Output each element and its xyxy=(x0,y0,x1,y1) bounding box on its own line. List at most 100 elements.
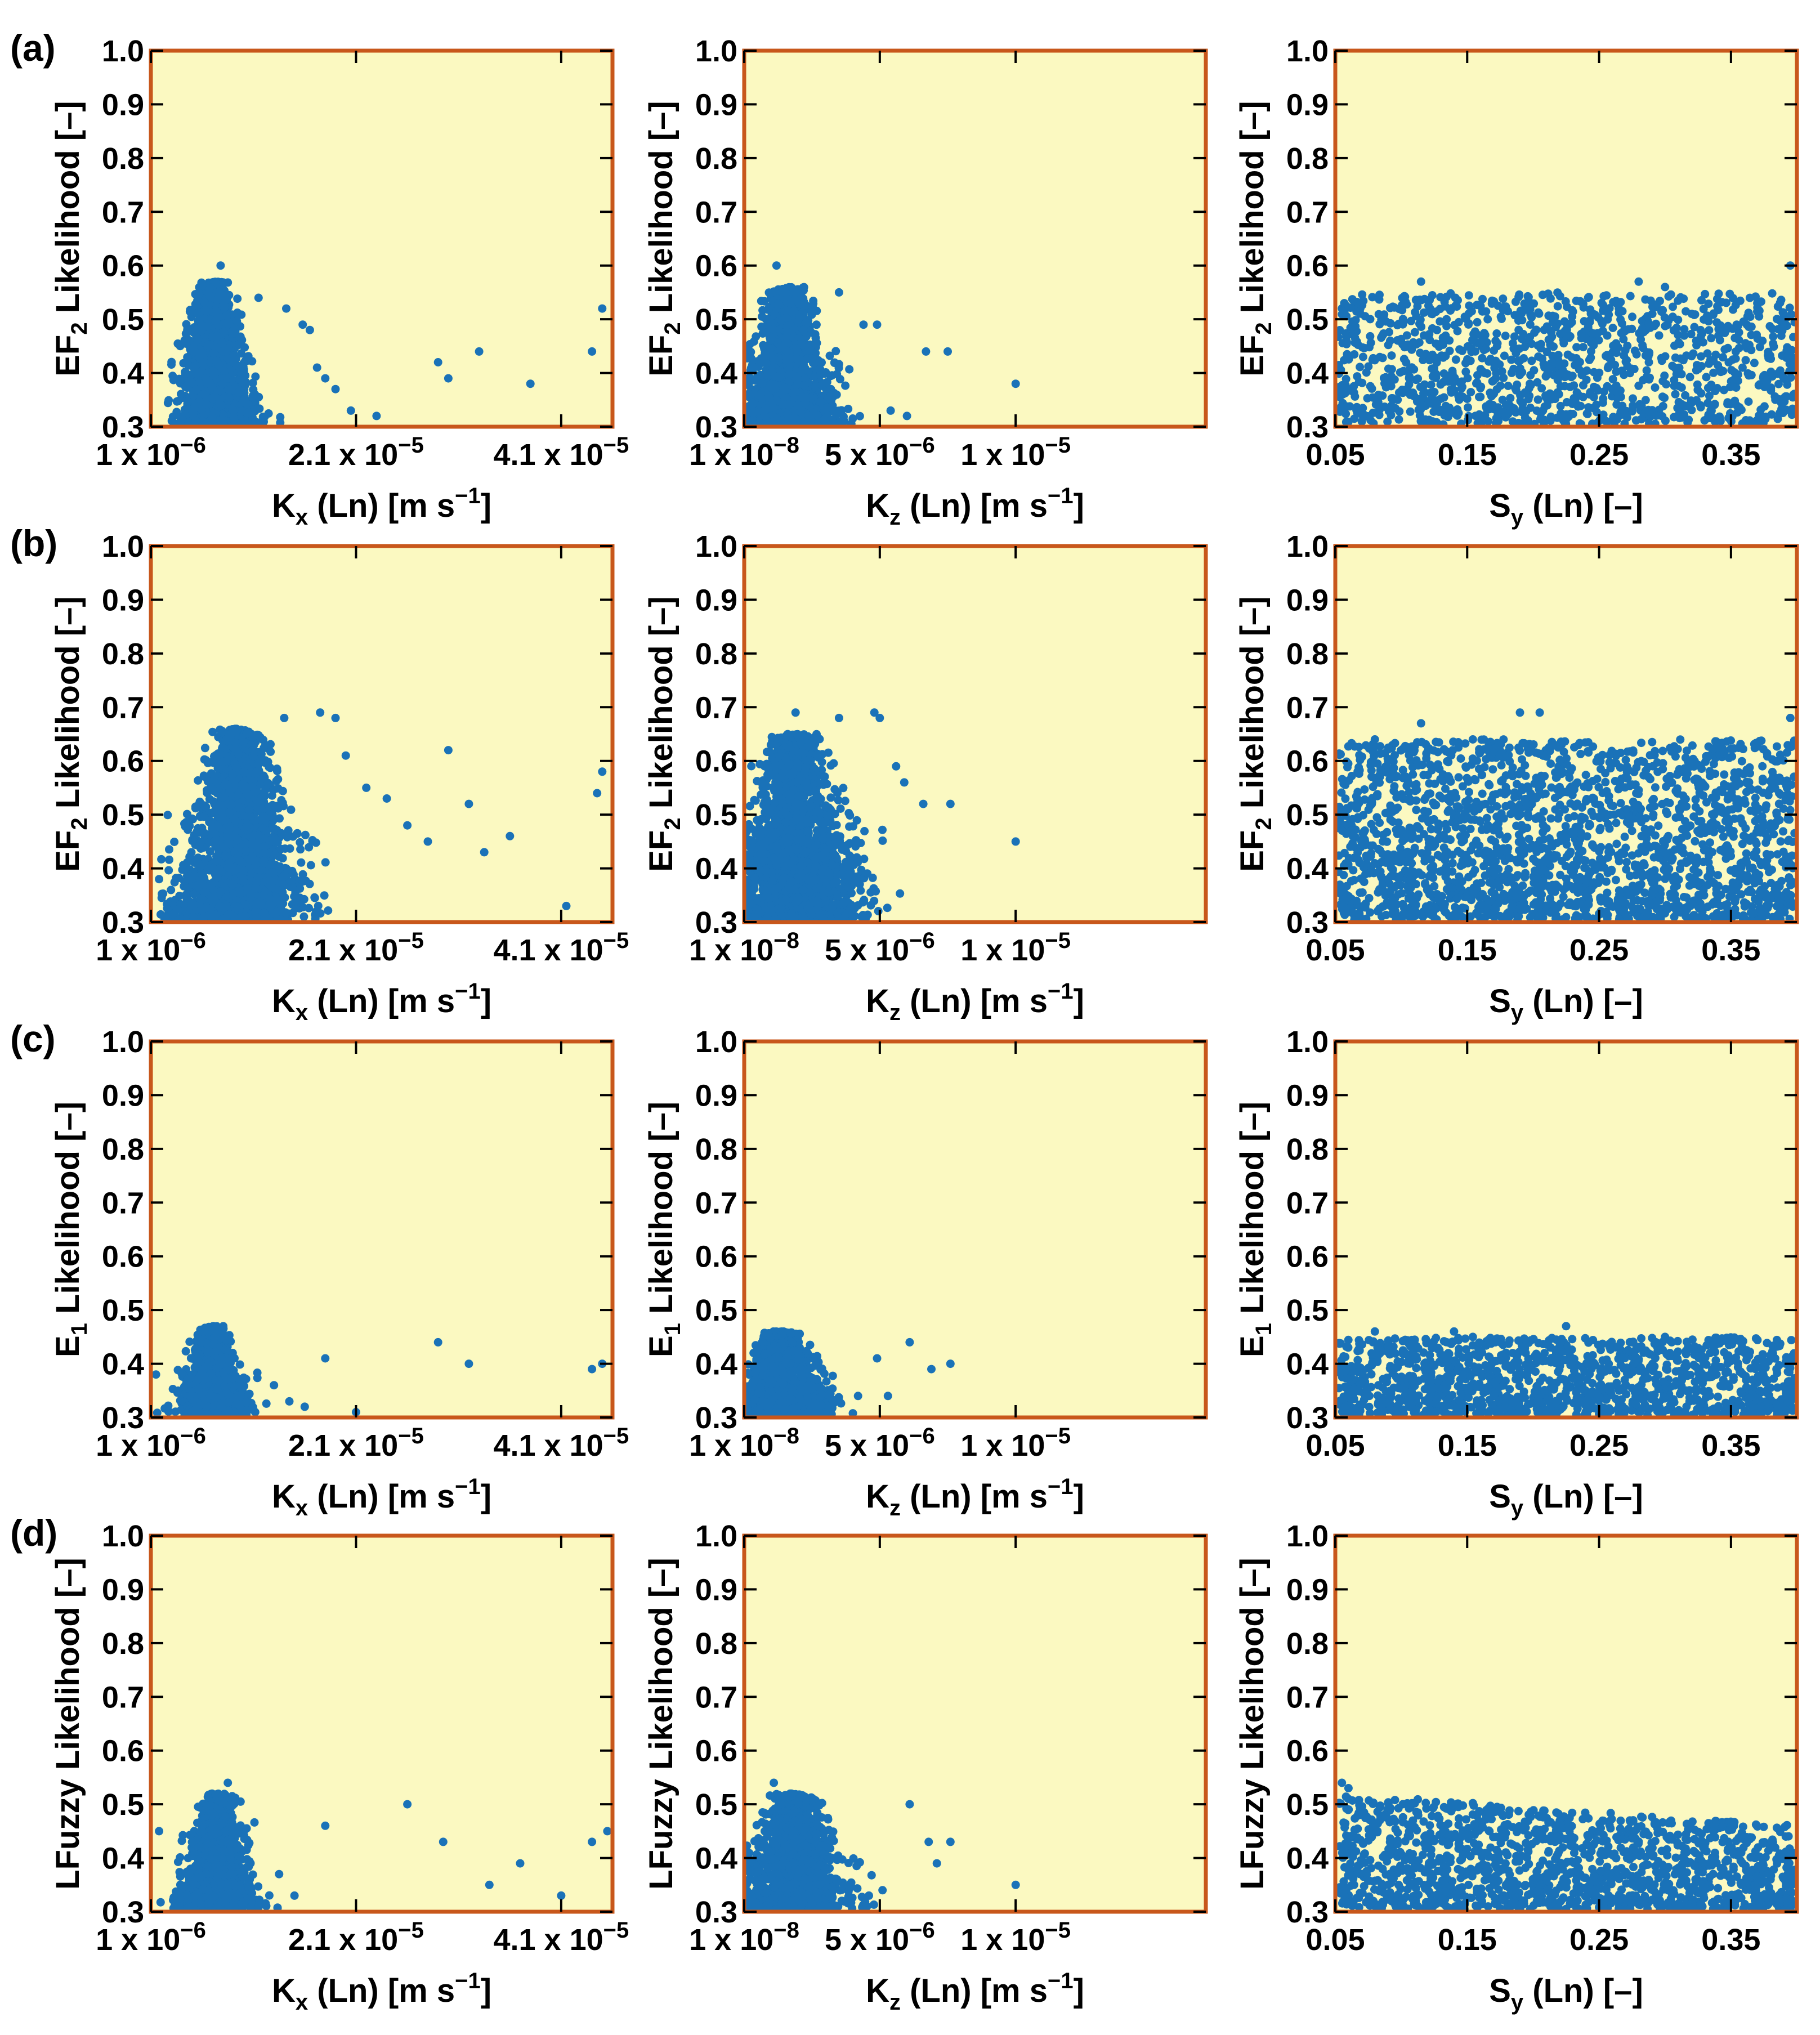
scatter-point xyxy=(773,373,782,382)
scatter-point xyxy=(785,299,794,308)
scatter-point xyxy=(762,351,770,360)
scatter-point xyxy=(1379,315,1388,324)
scatter-point xyxy=(1526,370,1535,379)
scatter-point xyxy=(167,885,176,894)
scatter-point xyxy=(1547,328,1556,337)
scatter-point xyxy=(1342,402,1351,411)
scatter-point xyxy=(1704,299,1713,308)
scatter-point xyxy=(1445,374,1454,383)
scatter-point xyxy=(1464,309,1473,318)
scatter-point xyxy=(1630,365,1639,373)
scatter-point xyxy=(1692,336,1701,345)
scatter-point xyxy=(1676,354,1685,363)
scatter-point xyxy=(1599,292,1608,301)
scatter-point xyxy=(1499,294,1508,303)
scatter-point xyxy=(1515,364,1524,373)
scatter-point xyxy=(1627,324,1636,333)
scatter-point xyxy=(1440,297,1449,306)
scatter-point xyxy=(1603,331,1612,340)
scatter-point xyxy=(1405,372,1414,381)
scatter-point xyxy=(251,372,260,381)
scatter-point xyxy=(811,339,820,348)
scatter-point xyxy=(1458,392,1467,401)
scatter-point xyxy=(1734,321,1742,330)
scatter-point xyxy=(1493,410,1502,419)
scatter-point xyxy=(1707,406,1716,415)
scatter-point xyxy=(1586,305,1595,314)
x-tick-label: 0.05 xyxy=(1305,438,1365,472)
scatter-point xyxy=(1672,323,1681,332)
scatter-point xyxy=(1685,373,1694,382)
scatter-point xyxy=(1441,331,1450,340)
scatter-point xyxy=(1681,391,1690,400)
scatter-point xyxy=(320,891,329,900)
scatter-point xyxy=(299,912,308,921)
scatter-point xyxy=(1755,312,1764,321)
scatter-point xyxy=(1645,348,1654,357)
y-tick-label: 0.7 xyxy=(1286,195,1329,229)
scatter-point xyxy=(1514,292,1523,301)
scatter-point xyxy=(745,373,754,382)
scatter-point xyxy=(1541,372,1550,381)
y-tick-label: 0.8 xyxy=(102,142,144,176)
scatter-point xyxy=(1358,352,1367,361)
scatter-point xyxy=(769,325,778,334)
scatter-point xyxy=(1715,336,1724,345)
scatter-point xyxy=(1428,291,1437,299)
scatter-point xyxy=(1707,334,1716,343)
scatter-point xyxy=(305,325,314,334)
scatter-point xyxy=(1464,319,1473,328)
scatter-point xyxy=(1562,410,1571,419)
scatter-point xyxy=(287,805,296,814)
scatter-point xyxy=(183,353,192,362)
scatter-point xyxy=(1731,347,1740,356)
scatter-point xyxy=(1616,298,1625,307)
scatter-point xyxy=(1696,402,1705,412)
scatter-point xyxy=(780,383,789,392)
scatter-point xyxy=(1629,394,1637,403)
scatter-point xyxy=(250,390,259,399)
scatter-point xyxy=(1473,317,1482,327)
scatter-point xyxy=(1671,390,1680,399)
scatter-point xyxy=(1344,355,1353,364)
scatter-point xyxy=(752,332,761,341)
scatter-point xyxy=(1407,316,1416,325)
scatter-point xyxy=(444,374,453,383)
panel-label: (a) xyxy=(10,27,56,69)
scatter-point xyxy=(1491,337,1500,345)
scatter-point xyxy=(184,397,193,406)
scatter-point xyxy=(1782,354,1791,363)
scatter-point xyxy=(164,866,173,875)
scatter-point xyxy=(1366,382,1375,391)
scatter-point xyxy=(157,855,166,864)
scatter-point xyxy=(218,379,227,388)
scatter-point xyxy=(1617,366,1626,375)
scatter-point xyxy=(1599,387,1608,396)
scatter-point xyxy=(1745,341,1754,350)
scatter-point xyxy=(230,417,239,426)
scatter-point xyxy=(1668,361,1677,370)
scatter-point xyxy=(276,413,285,422)
subplot-a-Sy: 0.30.40.50.60.70.80.91.00.05 0.15 0.25 0.35… xyxy=(1234,34,1799,530)
scatter-point xyxy=(1359,410,1368,419)
scatter-point xyxy=(1712,384,1721,392)
y-tick-label: 0.5 xyxy=(695,303,737,337)
scatter-point xyxy=(1684,415,1693,424)
scatter-point xyxy=(1378,354,1387,363)
scatter-point xyxy=(1562,325,1571,333)
scatter-point xyxy=(845,365,854,374)
scatter-point xyxy=(168,372,177,381)
scatter-point xyxy=(1664,292,1673,301)
scatter-point xyxy=(1507,368,1516,377)
scatter-point xyxy=(193,309,202,318)
scatter-point xyxy=(228,405,237,414)
scatter-point xyxy=(1661,283,1670,292)
y-tick-label: 0.4 xyxy=(102,357,144,391)
scatter-point xyxy=(1357,417,1366,426)
scatter-point xyxy=(786,354,795,363)
scatter-point xyxy=(830,388,839,397)
scatter-point xyxy=(1634,277,1643,286)
scatter-point xyxy=(1464,403,1472,412)
scatter-point xyxy=(372,412,381,421)
scatter-point xyxy=(1406,407,1415,416)
